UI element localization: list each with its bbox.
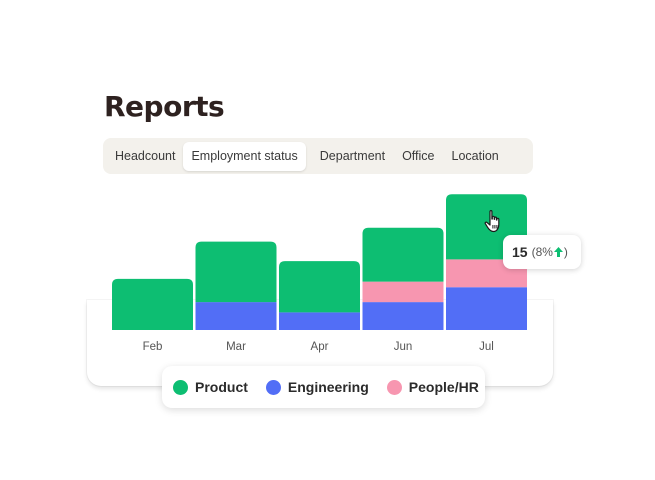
tab-employment-status[interactable]: Employment status [183,141,306,171]
tooltip-change-close: ) [563,245,568,259]
tooltip-value: 15 [512,244,528,260]
legend-swatch-product [173,379,188,395]
hand-pointer-icon [484,210,500,233]
chart-legend: Product Engineering People/HR [162,366,485,408]
bar-segment-product-apr[interactable] [279,261,360,313]
legend-item-product[interactable]: Product [173,379,248,395]
bar-segment-people-hr-jun[interactable] [362,281,444,303]
tab-office[interactable]: Office [402,148,435,163]
legend-swatch-engineering [265,379,281,395]
legend-swatch-people-hr [386,379,402,395]
bar-segment-engineering-mar[interactable] [195,302,277,330]
bar-segment-engineering-apr[interactable] [279,312,360,330]
x-tick-label-mar: Mar [226,341,246,353]
bar-segment-product-jun[interactable] [362,227,444,282]
tab-department[interactable]: Department [319,148,386,163]
bar-segment-engineering-jun[interactable] [362,302,444,330]
legend-label-product: Product [195,379,248,395]
legend-label-people-hr: People/HR [408,379,479,395]
x-tick-label-jul: Jul [479,341,494,353]
x-tick-label-feb: Feb [143,341,163,353]
bar-segment-product-feb[interactable] [112,278,193,330]
tab-headcount[interactable]: Headcount [115,148,176,163]
legend-item-engineering[interactable]: Engineering [265,379,369,395]
page-title: Reports [104,90,225,123]
tooltip-change-text: (8% [531,245,553,259]
report-tabs: Headcount Employment status Department O… [103,138,533,174]
tab-location[interactable]: Location [451,148,499,163]
bar-segment-engineering-jul[interactable] [446,287,527,330]
bar-segment-product-mar[interactable] [195,241,277,303]
arrow-up-icon [553,247,563,257]
x-tick-label-apr: Apr [311,341,329,353]
x-tick-label-jun: Jun [394,341,413,353]
bar-tooltip: 15 (8%) [503,235,581,269]
legend-item-people-hr[interactable]: People/HR [386,379,479,395]
tooltip-change: (8%) [532,245,568,259]
legend-label-engineering: Engineering [287,379,369,395]
